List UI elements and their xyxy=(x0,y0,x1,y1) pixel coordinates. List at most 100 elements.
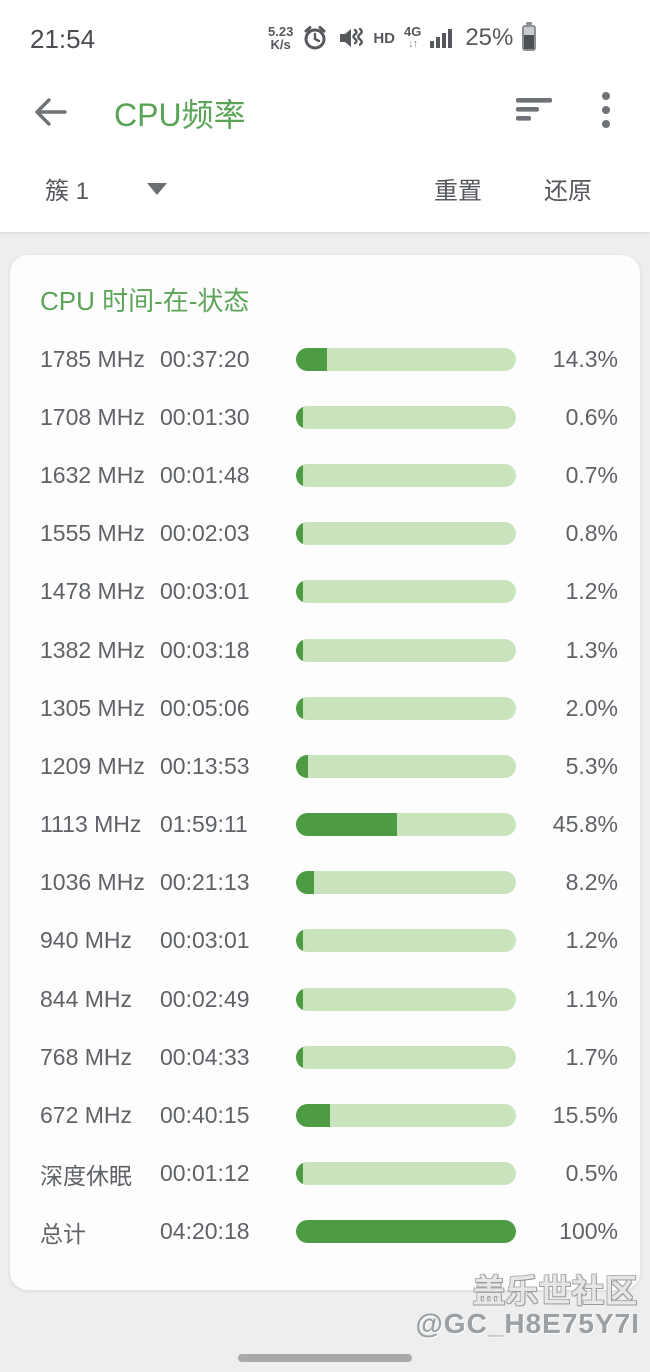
usage-bar-track xyxy=(296,1104,516,1128)
table-row: 1036 MHz 00:21:13 8.2% xyxy=(30,854,622,912)
usage-bar-fill xyxy=(296,522,303,546)
usage-bar-track xyxy=(296,871,516,895)
card-title: CPU 时间-在-状态 xyxy=(40,286,250,316)
frequency-label: 1555 MHz xyxy=(40,520,145,547)
network-speed-value: 5.23 xyxy=(268,24,294,39)
watermark-user-id: @GC_H8E75Y7I xyxy=(415,1308,640,1339)
table-row: 1708 MHz 00:01:30 0.6% xyxy=(30,388,622,446)
restore-button[interactable]: 还原 xyxy=(544,178,592,205)
network-type-indicator: 4G ↓↑ xyxy=(403,24,422,50)
table-row: 1209 MHz 00:13:53 5.3% xyxy=(30,737,622,795)
network-activity-arrows: ↓↑ xyxy=(408,38,418,50)
usage-bar-track xyxy=(296,929,516,953)
table-row: 1632 MHz 00:01:48 0.7% xyxy=(30,446,622,504)
frequency-label: 1382 MHz xyxy=(40,636,145,663)
percent-value: 100% xyxy=(559,1218,618,1245)
usage-bar-fill xyxy=(296,1045,303,1069)
watermark-community-name: 盖乐世社区 xyxy=(472,1273,638,1309)
percent-value: 45.8% xyxy=(552,811,618,838)
usage-bar-fill xyxy=(296,1220,516,1244)
sort-icon xyxy=(516,98,552,121)
table-row: 672 MHz 00:40:15 15.5% xyxy=(30,1086,622,1144)
usage-bar-track xyxy=(296,580,516,604)
time-value: 00:01:12 xyxy=(160,1160,250,1187)
usage-bar-track xyxy=(296,1162,516,1186)
overflow-menu-button[interactable] xyxy=(584,88,628,132)
time-value: 00:13:53 xyxy=(160,752,250,779)
table-row: 1382 MHz 00:03:18 1.3% xyxy=(30,621,622,679)
usage-bar-track xyxy=(296,1045,516,1069)
frequency-label: 1036 MHz xyxy=(40,869,145,896)
table-row: 总计 04:20:18 100% xyxy=(30,1203,622,1261)
percent-value: 5.3% xyxy=(565,752,618,779)
usage-bar-track xyxy=(296,754,516,778)
time-value: 00:21:13 xyxy=(160,869,250,896)
time-value: 00:01:30 xyxy=(160,403,250,430)
cluster-dropdown[interactable]: 簇 1 xyxy=(45,171,168,206)
reset-button[interactable]: 重置 xyxy=(434,178,482,205)
percent-value: 1.7% xyxy=(565,1043,618,1070)
usage-bar-fill xyxy=(296,813,397,837)
time-value: 00:03:01 xyxy=(160,578,250,605)
percent-value: 8.2% xyxy=(565,869,618,896)
usage-bar-track xyxy=(296,1220,516,1244)
frequency-label: 1305 MHz xyxy=(40,694,145,721)
navigation-gesture-bar[interactable] xyxy=(238,1354,412,1362)
percent-value: 1.2% xyxy=(565,927,618,954)
usage-bar-fill xyxy=(296,638,303,662)
percent-value: 2.0% xyxy=(565,694,618,721)
percent-value: 0.8% xyxy=(565,520,618,547)
frequency-label: 768 MHz xyxy=(40,1043,133,1070)
usage-bar-track xyxy=(296,638,516,662)
alarm-icon xyxy=(302,25,328,51)
percent-value: 0.7% xyxy=(565,461,618,488)
usage-bar-track xyxy=(296,696,516,720)
time-value: 00:02:03 xyxy=(160,520,250,547)
network-type-label: 4G xyxy=(403,24,422,39)
frequency-label: 1113 MHz xyxy=(40,811,142,838)
app-bar: CPU频率 xyxy=(0,70,650,155)
usage-bar-fill xyxy=(296,463,303,487)
cpu-time-in-state-card: CPU 时间-在-状态 1785 MHz 00:37:20 14.3% 1708… xyxy=(10,255,640,1290)
time-value: 00:05:06 xyxy=(160,694,250,721)
usage-bar-track xyxy=(296,813,516,837)
time-value: 00:03:01 xyxy=(160,927,250,954)
usage-bar-track xyxy=(296,987,516,1011)
cluster-dropdown-value: 簇 1 xyxy=(45,178,90,205)
cpu-state-rows: 1785 MHz 00:37:20 14.3% 1708 MHz 00:01:3… xyxy=(30,330,622,1261)
battery-icon xyxy=(522,22,537,51)
frequency-label: 1209 MHz xyxy=(40,752,145,779)
time-value: 00:02:49 xyxy=(160,985,250,1012)
table-row: 844 MHz 00:02:49 1.1% xyxy=(30,970,622,1028)
percent-value: 1.2% xyxy=(565,578,618,605)
table-row: 1305 MHz 00:05:06 2.0% xyxy=(30,679,622,737)
frequency-label: 1785 MHz xyxy=(40,345,145,372)
usage-bar-fill xyxy=(296,929,303,953)
usage-bar-fill xyxy=(296,405,303,429)
toolbar: 簇 1 重置 还原 xyxy=(0,155,650,232)
time-value: 00:04:33 xyxy=(160,1043,250,1070)
frequency-label: 1478 MHz xyxy=(40,578,145,605)
usage-bar-fill xyxy=(296,580,303,604)
usage-bar-fill xyxy=(296,987,303,1011)
sort-button[interactable] xyxy=(512,88,556,132)
table-row: 1113 MHz 01:59:11 45.8% xyxy=(30,796,622,854)
battery-percent-label: 25% xyxy=(465,24,514,51)
vibrate-mute-icon xyxy=(337,25,364,51)
usage-bar-fill xyxy=(296,696,303,720)
usage-bar-fill xyxy=(296,347,328,371)
time-value: 00:40:15 xyxy=(160,1102,250,1129)
usage-bar-track xyxy=(296,463,516,487)
usage-bar-fill xyxy=(296,1162,303,1186)
time-value: 01:59:11 xyxy=(160,811,248,838)
header: 21:54 5.23 K/s HD xyxy=(0,0,650,232)
usage-bar-track xyxy=(296,522,516,546)
status-icon-cluster: 5.23 K/s HD 4G xyxy=(268,22,537,52)
signal-strength-icon xyxy=(430,26,456,50)
chevron-down-icon xyxy=(147,182,168,195)
time-value: 00:01:48 xyxy=(160,461,250,488)
percent-value: 15.5% xyxy=(552,1102,618,1129)
back-button[interactable] xyxy=(28,90,72,134)
frequency-label: 672 MHz xyxy=(40,1102,133,1129)
clock-time: 21:54 xyxy=(30,24,96,54)
